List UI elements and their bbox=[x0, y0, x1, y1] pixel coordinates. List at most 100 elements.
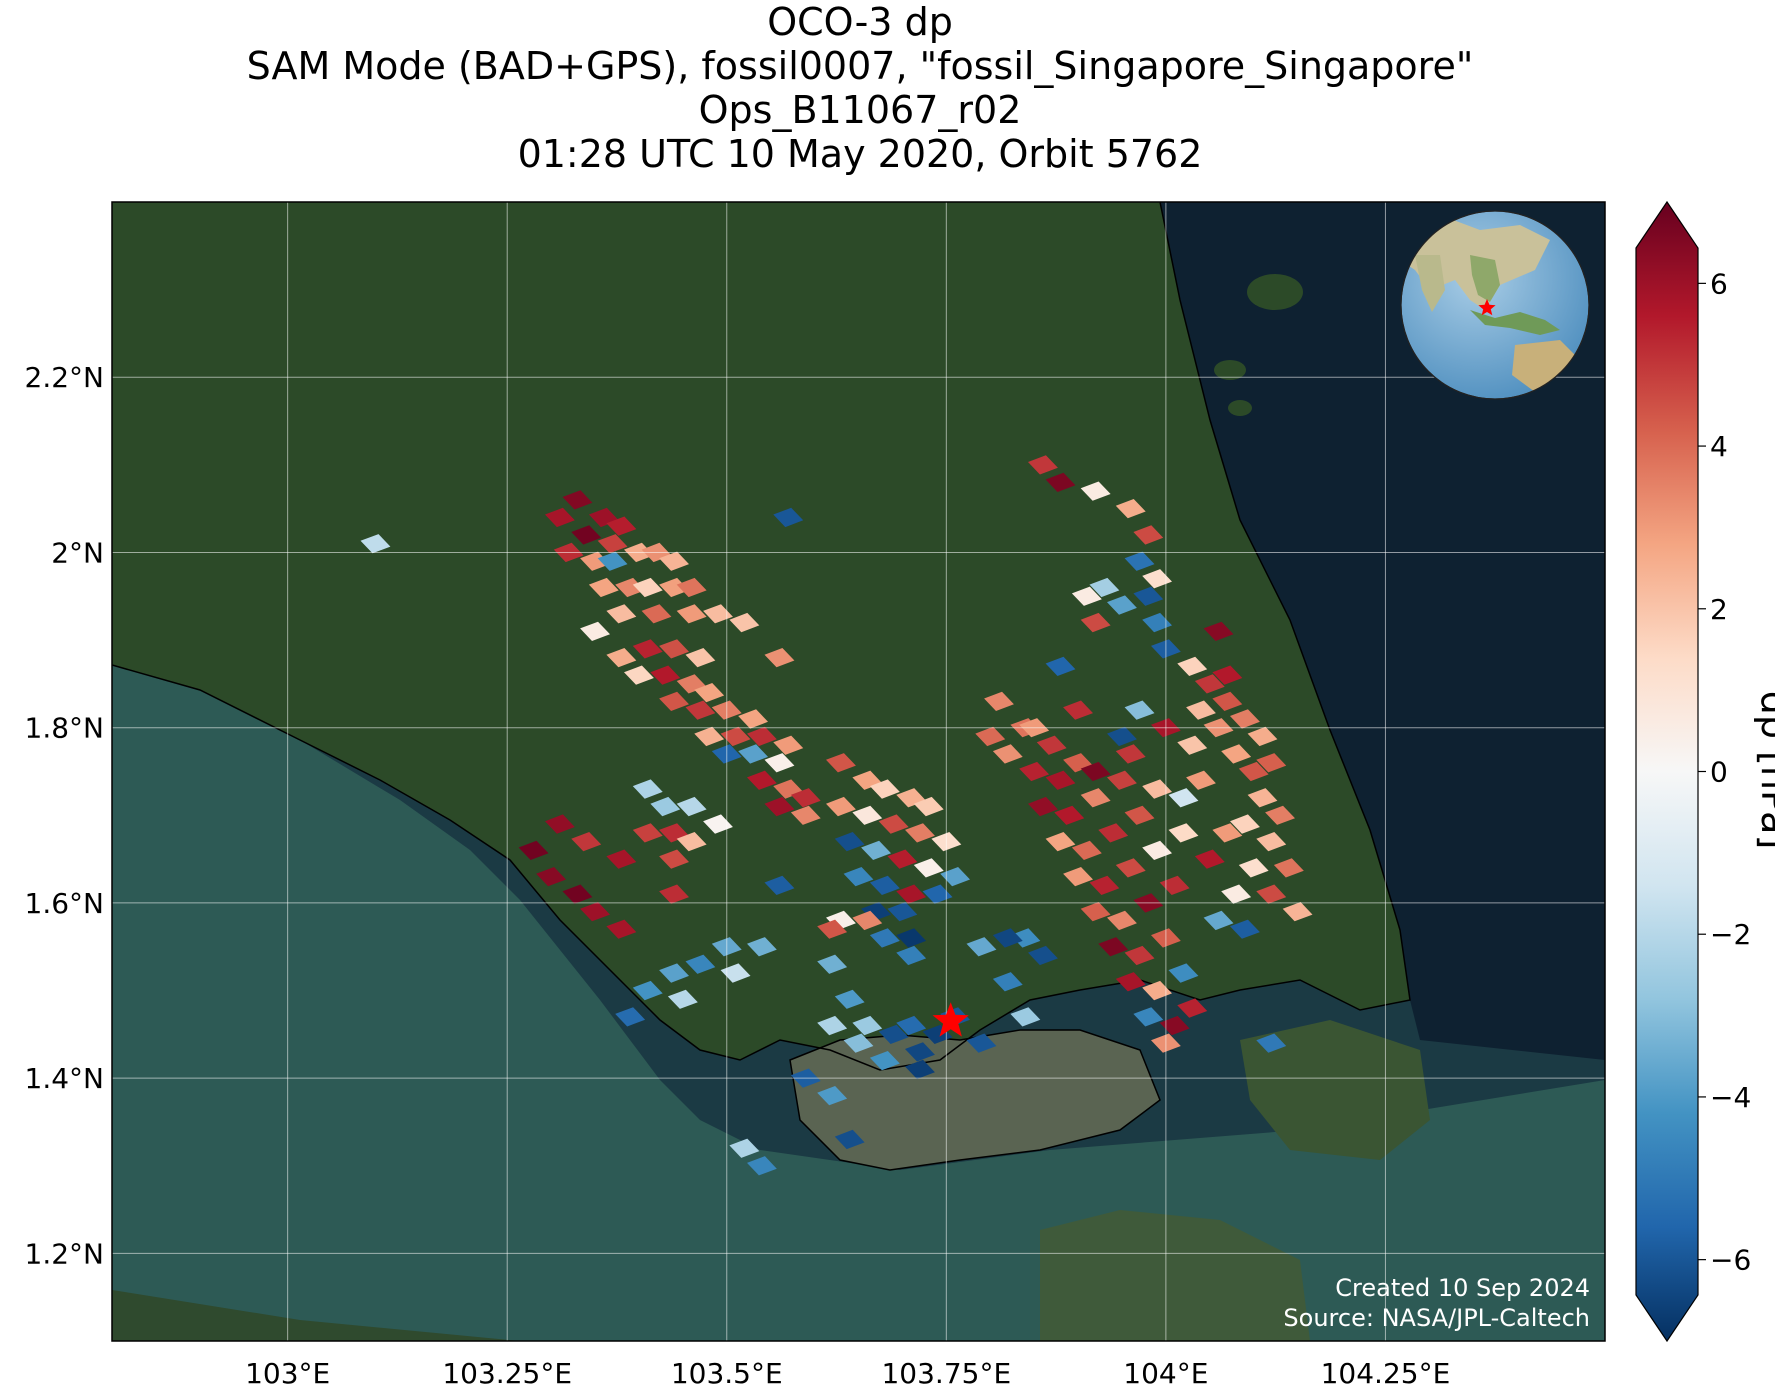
dp-pixel bbox=[694, 726, 725, 747]
dp-pixel bbox=[545, 814, 575, 834]
dp-pixel bbox=[562, 884, 593, 904]
title-line-2: SAM Mode (BAD+GPS), fossil0007, "fossil_… bbox=[246, 44, 1474, 88]
dp-pixel bbox=[1230, 709, 1260, 729]
dp-pixel bbox=[1212, 665, 1243, 685]
dp-pixel bbox=[861, 840, 891, 860]
strait-sea-region bbox=[112, 660, 1605, 1341]
dp-pixel bbox=[1080, 788, 1111, 808]
title-line-4: 01:28 UTC 10 May 2020, Orbit 5762 bbox=[517, 132, 1203, 176]
dp-pixel bbox=[896, 884, 927, 904]
dp-pixel bbox=[1107, 770, 1137, 790]
dp-pixel bbox=[1230, 919, 1260, 939]
dp-pixel bbox=[1054, 805, 1085, 825]
dp-pixel bbox=[747, 726, 777, 747]
dp-pixel bbox=[1045, 472, 1076, 492]
dp-pixel bbox=[571, 525, 602, 545]
dp-pixel bbox=[1045, 832, 1076, 852]
dp-pixel bbox=[1256, 753, 1287, 773]
dp-pixel bbox=[790, 805, 821, 825]
dp-pixel bbox=[852, 805, 883, 825]
dp-pixel bbox=[1177, 998, 1208, 1018]
dp-pixel bbox=[720, 963, 751, 983]
dp-pixel bbox=[1019, 761, 1050, 782]
dp-pixel bbox=[632, 823, 663, 843]
dp-pixel bbox=[1028, 455, 1058, 475]
lon-tick-label: 104.25°E bbox=[1321, 1357, 1451, 1387]
dp-pixel bbox=[632, 980, 663, 1001]
dp-pixel bbox=[676, 577, 707, 598]
target-star-marker bbox=[932, 1002, 969, 1037]
dp-pixel bbox=[869, 928, 900, 948]
coastline bbox=[112, 202, 1411, 1071]
dp-pixel bbox=[966, 937, 997, 957]
dp-pixel bbox=[747, 1156, 777, 1176]
dp-pixel bbox=[1107, 595, 1137, 615]
island-tioman bbox=[1247, 274, 1303, 310]
dp-pixel bbox=[624, 665, 654, 685]
dp-pixel bbox=[1212, 691, 1243, 711]
dp-pixel bbox=[817, 954, 848, 974]
globe-target-star bbox=[1478, 299, 1496, 316]
dp-pixel bbox=[878, 814, 909, 834]
lon-tick-label: 103.25°E bbox=[442, 1357, 572, 1387]
dp-pixel bbox=[571, 832, 602, 852]
dp-pixel bbox=[545, 507, 575, 528]
lon-tick-label: 103.5°E bbox=[671, 1357, 783, 1387]
dp-pixel bbox=[685, 700, 716, 720]
dp-pixel bbox=[685, 648, 716, 668]
dp-pixel bbox=[1080, 612, 1111, 633]
lat-tick-label: 2.2°N bbox=[25, 361, 104, 394]
dp-pixel bbox=[764, 796, 795, 817]
dp-pixel bbox=[1142, 569, 1172, 589]
dp-pixel bbox=[905, 1042, 935, 1062]
lat-tick-label: 1.6°N bbox=[25, 887, 104, 920]
dp-pixel bbox=[747, 770, 777, 790]
dp-pixel bbox=[659, 963, 689, 983]
dp-pixel bbox=[1221, 884, 1252, 904]
dp-pixel bbox=[1194, 849, 1225, 869]
credit-created: Created 10 Sep 2024 bbox=[1335, 1274, 1590, 1302]
dp-pixel bbox=[606, 648, 637, 668]
dp-pixel bbox=[606, 849, 637, 869]
dp-pixel bbox=[826, 753, 856, 773]
dp-pixel bbox=[1142, 840, 1172, 860]
lon-tick-label: 103.75°E bbox=[881, 1357, 1011, 1387]
dp-pixel bbox=[1186, 770, 1216, 790]
dp-pixel bbox=[676, 796, 707, 817]
deep-sea-region bbox=[1140, 202, 1605, 1060]
lon-tick-label: 103°E bbox=[245, 1357, 330, 1387]
dp-pixel bbox=[1028, 945, 1058, 966]
dp-pixel bbox=[650, 665, 681, 685]
dp-pixel bbox=[1124, 945, 1155, 966]
dp-pixel bbox=[606, 604, 637, 624]
dp-pixel bbox=[1230, 814, 1260, 834]
dp-pixel bbox=[1115, 858, 1146, 878]
globe-india-land bbox=[1415, 255, 1445, 312]
dp-pixel bbox=[869, 1051, 900, 1071]
dp-pixel bbox=[1142, 980, 1172, 1001]
dp-pixel bbox=[905, 1059, 935, 1079]
dp-pixel bbox=[1107, 726, 1137, 747]
dp-pixel bbox=[992, 744, 1023, 764]
dp-pixel bbox=[1080, 902, 1111, 922]
colorbar-tick-label: −6 bbox=[1710, 1244, 1751, 1277]
dp-pixel bbox=[615, 577, 646, 598]
dp-pixel bbox=[1186, 700, 1216, 720]
dp-pixel bbox=[676, 604, 707, 624]
dp-pixel bbox=[667, 989, 698, 1009]
gridlines bbox=[112, 202, 1605, 1341]
dp-pixel bbox=[887, 849, 918, 869]
dp-pixel bbox=[1159, 875, 1190, 895]
dp-pixel bbox=[922, 884, 953, 904]
title-line-1: OCO-3 dp bbox=[767, 0, 953, 44]
dp-pixel bbox=[659, 849, 689, 869]
dp-pixel bbox=[580, 551, 610, 571]
dp-pixel bbox=[597, 534, 628, 554]
coastline-singapore bbox=[789, 1029, 1161, 1171]
latitude-tick-labels: 1.2°N 1.4°N 1.6°N 1.8°N 2°N 2.2°N bbox=[25, 361, 104, 1270]
dp-pixel bbox=[992, 928, 1023, 948]
dp-pixel bbox=[562, 490, 593, 510]
dp-pixel bbox=[632, 577, 663, 598]
dp-pixel bbox=[1238, 858, 1269, 878]
